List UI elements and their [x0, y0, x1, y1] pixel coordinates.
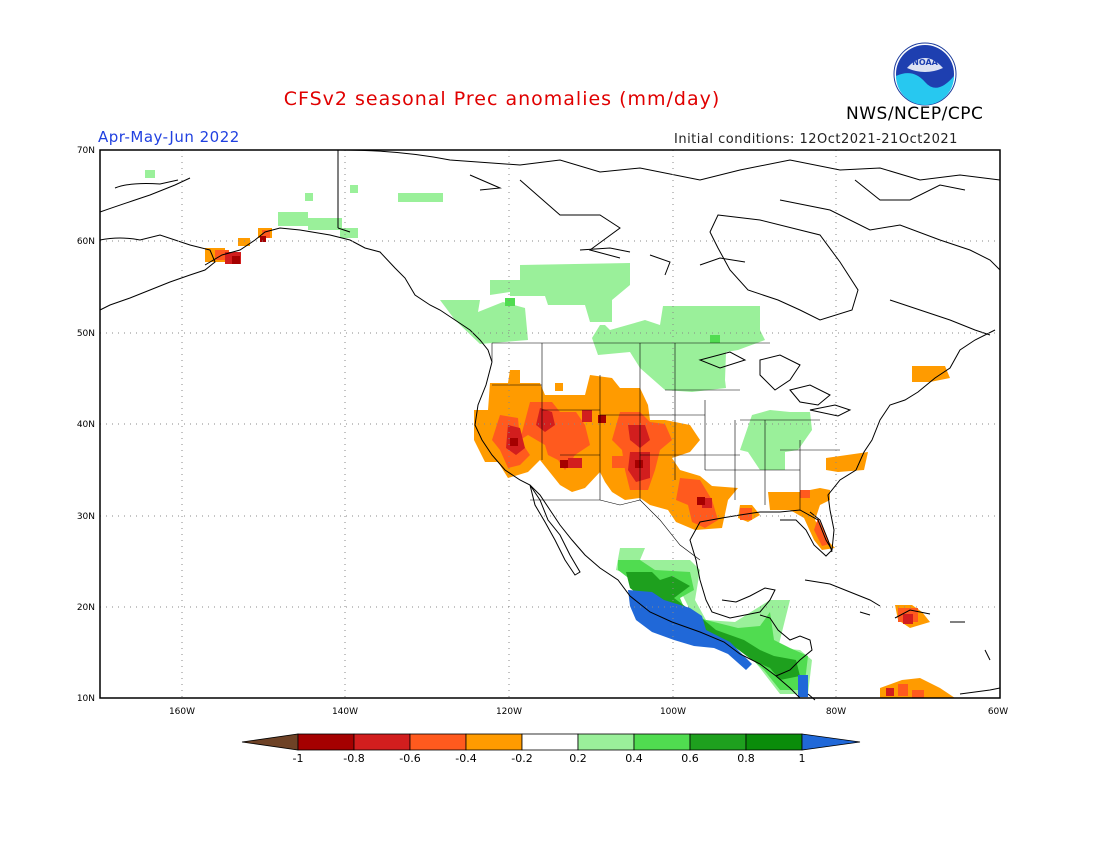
forecast-period: Apr-May-Jun 2022: [98, 128, 240, 146]
initial-conditions: Initial conditions: 12Oct2021-21Oct2021: [674, 132, 958, 147]
colorbar-swatch: [353, 733, 411, 751]
lon-label: 80W: [826, 707, 846, 717]
colorbar-swatch: [577, 733, 635, 751]
colorbar-swatch: [633, 733, 691, 751]
lat-label: 50N: [77, 329, 95, 339]
colorbar-swatch: [689, 733, 747, 751]
colorbar-label: -0.8: [343, 752, 364, 765]
lon-label: 160W: [169, 707, 195, 717]
colorbar-swatch: [745, 733, 803, 751]
lat-label: 10N: [77, 694, 95, 704]
colorbar: -1 -0.8 -0.6 -0.4 -0.2 0.2 0.4 0.6 0.8 1: [241, 733, 861, 765]
colorbar-swatch: [409, 733, 467, 751]
map-frame: [99, 149, 1001, 699]
lat-label: 20N: [77, 603, 95, 613]
colorbar-label: 0.6: [681, 752, 699, 765]
colorbar-label: 0.8: [737, 752, 755, 765]
noaa-logo: NOAA: [893, 42, 957, 106]
coastlines: [99, 149, 1001, 701]
lat-label: 40N: [77, 420, 95, 430]
colorbar-label: 0.2: [569, 752, 587, 765]
colorbar-label: -0.4: [455, 752, 476, 765]
political-borders: [491, 342, 840, 561]
colorbar-arrow-high: [801, 733, 861, 751]
anomaly-shading: [145, 170, 955, 698]
colorbar-label: 0.4: [625, 752, 643, 765]
colorbar-label: -0.6: [399, 752, 420, 765]
lon-label: 60W: [988, 707, 1008, 717]
colorbar-label: 1: [799, 752, 806, 765]
colorbar-arrow-low: [241, 733, 299, 751]
colorbar-swatch: [521, 733, 579, 751]
lon-label: 140W: [332, 707, 358, 717]
latitude-labels: 70N 60N 50N 40N 30N 20N 10N: [77, 146, 95, 704]
lat-label: 30N: [77, 512, 95, 522]
colorbar-label: -1: [293, 752, 304, 765]
lat-label: 60N: [77, 237, 95, 247]
logo-text: NOAA: [912, 58, 938, 67]
lat-label: 70N: [77, 146, 95, 156]
colorbar-swatch: [297, 733, 355, 751]
lon-label: 120W: [496, 707, 522, 717]
colorbar-label: -0.2: [511, 752, 532, 765]
lon-label: 100W: [660, 707, 686, 717]
map-title: CFSv2 seasonal Prec anomalies (mm/day): [0, 88, 1100, 110]
colorbar-swatch: [465, 733, 523, 751]
longitude-labels: 160W 140W 120W 100W 80W 60W: [169, 707, 1008, 717]
graticule: [100, 150, 1000, 698]
map-title-text: CFSv2 seasonal Prec anomalies (mm/day): [283, 88, 721, 110]
agency-label: NWS/NCEP/CPC: [846, 104, 984, 124]
